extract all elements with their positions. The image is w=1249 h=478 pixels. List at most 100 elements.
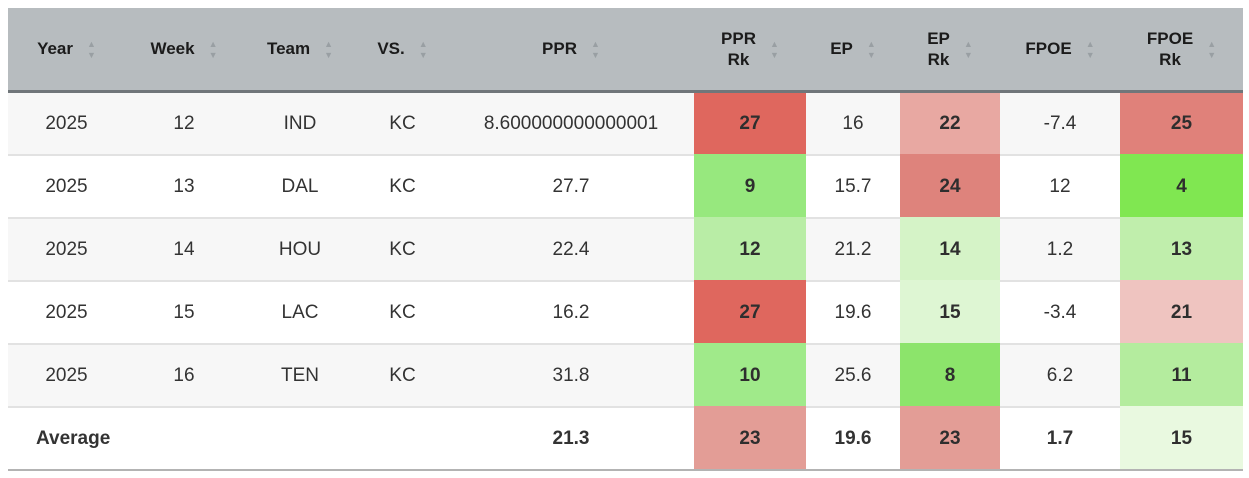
column-header-ppr[interactable]: PPR ▲ ▼	[448, 8, 694, 93]
cell-vs: KC	[357, 91, 448, 155]
column-header-ep[interactable]: EP ▲ ▼	[806, 8, 900, 93]
cell-fpoe_rk: 15	[1120, 406, 1243, 470]
cell-week: 16	[125, 343, 243, 407]
header-row: Year ▲ ▼ Week ▲ ▼ Team ▲ ▼ VS. ▲ ▼ PPR ▲ ▼ PPR Rk ▲ ▼ EP ▲ ▼…	[8, 8, 1243, 93]
sort-asc-icon: ▲	[1085, 38, 1095, 49]
column-header-week[interactable]: Week ▲ ▼	[125, 8, 243, 93]
sort-desc-icon: ▼	[1085, 49, 1095, 60]
cell-ppr: 21.3	[448, 406, 694, 470]
cell-ep_rk: 8	[900, 343, 1000, 407]
cell-team: IND	[243, 91, 357, 155]
sort-icon: ▲ ▼	[1207, 38, 1217, 60]
column-header-team[interactable]: Team ▲ ▼	[243, 8, 357, 93]
cell-ep_rk: 23	[900, 406, 1000, 470]
column-label-year: Year	[37, 39, 73, 59]
cell-ep: 16	[806, 91, 900, 155]
sort-icon: ▲ ▼	[591, 39, 600, 60]
sort-desc-icon: ▼	[324, 49, 334, 60]
cell-ep_rk: 15	[900, 280, 1000, 344]
cell-year: 2025	[8, 280, 125, 344]
table-row: 2025 14 HOU KC 22.4 12 21.2 14 1.2 13	[8, 217, 1243, 281]
sort-desc-icon: ▼	[1207, 49, 1217, 60]
cell-ppr: 31.8	[448, 343, 694, 407]
cell-ep: 19.6	[806, 280, 900, 344]
sort-desc-icon: ▼	[963, 49, 973, 60]
sort-icon: ▲ ▼	[963, 39, 973, 60]
column-header-vs[interactable]: VS. ▲ ▼	[357, 8, 448, 93]
sort-icon: ▲ ▼	[208, 38, 218, 60]
cell-vs: KC	[357, 154, 448, 218]
column-header-fpoe_rk[interactable]: FPOE Rk ▲ ▼	[1120, 8, 1243, 93]
cell-year: Average	[8, 406, 125, 470]
cell-ep: 25.6	[806, 343, 900, 407]
cell-year: 2025	[8, 217, 125, 281]
cell-year: 2025	[8, 91, 125, 155]
sort-asc-icon: ▲	[770, 38, 779, 49]
cell-fpoe_rk: 25	[1120, 91, 1243, 155]
cell-team: LAC	[243, 280, 357, 344]
table-row: 2025 12 IND KC 8.600000000000001 27 16 22 -7.4 25	[8, 91, 1243, 155]
cell-ppr: 27.7	[448, 154, 694, 218]
column-label-ppr_rk: PPR Rk	[721, 28, 757, 69]
cell-week: 15	[125, 280, 243, 344]
cell-ppr_rk: 10	[694, 343, 806, 407]
sort-asc-icon: ▲	[324, 38, 334, 49]
column-header-fpoe[interactable]: FPOE ▲ ▼	[1000, 8, 1120, 93]
sort-asc-icon: ▲	[866, 38, 876, 49]
sort-icon: ▲ ▼	[418, 38, 428, 60]
sort-desc-icon: ▼	[87, 49, 96, 60]
cell-year: 2025	[8, 343, 125, 407]
cell-week: 12	[125, 91, 243, 155]
column-label-team: Team	[266, 39, 311, 59]
table-body: 2025 12 IND KC 8.600000000000001 27 16 22 -7.4 25…	[8, 91, 1243, 470]
column-header-year[interactable]: Year ▲ ▼	[8, 8, 125, 93]
sort-desc-icon: ▼	[418, 49, 428, 60]
sort-icon: ▲ ▼	[866, 38, 876, 60]
cell-ep: 21.2	[806, 217, 900, 281]
cell-year: 2025	[8, 154, 125, 218]
player-gamelog-table: Year ▲ ▼ Week ▲ ▼ Team ▲ ▼ VS. ▲ ▼ PPR ▲ ▼ PPR Rk ▲ ▼ EP ▲ ▼…	[8, 8, 1243, 471]
cell-fpoe_rk: 13	[1120, 217, 1243, 281]
cell-fpoe: -3.4	[1000, 280, 1120, 344]
column-label-vs: VS.	[377, 39, 405, 59]
column-label-ep_rk: EP Rk	[927, 28, 950, 69]
sort-icon: ▲ ▼	[770, 38, 779, 60]
column-header-ep_rk[interactable]: EP Rk ▲ ▼	[900, 8, 1000, 93]
cell-fpoe_rk: 21	[1120, 280, 1243, 344]
cell-ppr: 16.2	[448, 280, 694, 344]
table-row: 2025 16 TEN KC 31.8 10 25.6 8 6.2 11	[8, 343, 1243, 407]
sort-asc-icon: ▲	[87, 38, 96, 49]
sort-icon: ▲ ▼	[324, 38, 334, 60]
sort-desc-icon: ▼	[866, 49, 876, 60]
cell-ep_rk: 14	[900, 217, 1000, 281]
cell-ep: 15.7	[806, 154, 900, 218]
cell-ppr_rk: 27	[694, 91, 806, 155]
cell-fpoe: 6.2	[1000, 343, 1120, 407]
cell-fpoe: 12	[1000, 154, 1120, 218]
sort-asc-icon: ▲	[418, 38, 428, 49]
sort-desc-icon: ▼	[770, 49, 779, 60]
sort-desc-icon: ▼	[208, 49, 218, 60]
cell-week: 14	[125, 217, 243, 281]
column-header-ppr_rk[interactable]: PPR Rk ▲ ▼	[694, 8, 806, 93]
cell-vs: KC	[357, 280, 448, 344]
cell-fpoe: -7.4	[1000, 91, 1120, 155]
sort-asc-icon: ▲	[208, 38, 218, 49]
cell-fpoe: 1.2	[1000, 217, 1120, 281]
sort-asc-icon: ▲	[1207, 38, 1217, 49]
column-label-fpoe_rk: FPOE Rk	[1146, 28, 1194, 69]
cell-ppr: 22.4	[448, 217, 694, 281]
cell-ppr_rk: 27	[694, 280, 806, 344]
column-label-ppr: PPR	[542, 39, 578, 59]
cell-fpoe: 1.7	[1000, 406, 1120, 470]
average-row: Average 21.3 23 19.6 23 1.7 15	[8, 406, 1243, 470]
table-row: 2025 15 LAC KC 16.2 27 19.6 15 -3.4 21	[8, 280, 1243, 344]
cell-ep_rk: 22	[900, 91, 1000, 155]
cell-ppr: 8.600000000000001	[448, 91, 694, 155]
cell-vs: KC	[357, 217, 448, 281]
cell-ppr_rk: 23	[694, 406, 806, 470]
cell-fpoe_rk: 4	[1120, 154, 1243, 218]
column-label-week: Week	[150, 39, 195, 59]
cell-week: 13	[125, 154, 243, 218]
sort-desc-icon: ▼	[591, 49, 600, 60]
